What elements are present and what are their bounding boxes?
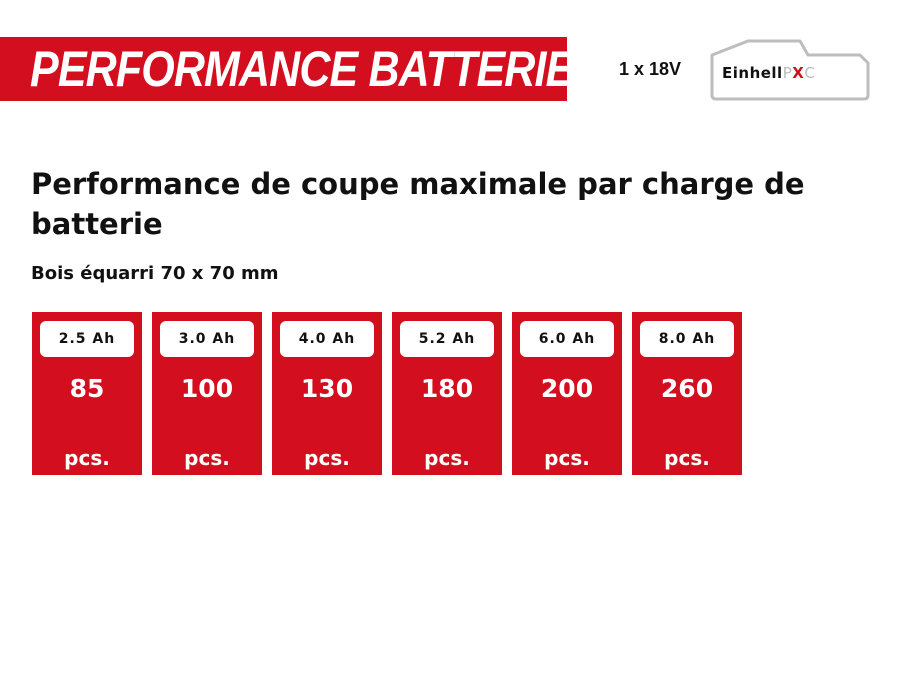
capacity-label: 5.2 Ah — [400, 321, 494, 357]
unit-label: pcs. — [184, 446, 230, 470]
unit-label: pcs. — [424, 446, 470, 470]
capacity-label: 4.0 Ah — [280, 321, 374, 357]
unit-label: pcs. — [64, 446, 110, 470]
cut-count: 130 — [300, 374, 354, 403]
cut-count: 200 — [540, 374, 594, 403]
cut-count: 180 — [420, 374, 474, 403]
cut-count: 260 — [660, 374, 714, 403]
unit-label: pcs. — [304, 446, 350, 470]
performance-card: 8.0 Ah 260 pcs. — [632, 312, 742, 475]
performance-card: 6.0 Ah 200 pcs. — [512, 312, 622, 475]
capacity-label: 8.0 Ah — [640, 321, 734, 357]
page-title: Performance de coupe maximale par charge… — [31, 167, 805, 241]
capacity-label: 2.5 Ah — [40, 321, 134, 357]
performance-card: 2.5 Ah 85 pcs. — [32, 312, 142, 475]
unit-label: pcs. — [664, 446, 710, 470]
title-banner: PERFORMANCE BATTERIE — [0, 37, 574, 101]
performance-card: 4.0 Ah 130 pcs. — [272, 312, 382, 475]
battery-spec: 1 x 18V — [619, 59, 682, 79]
performance-card: 5.2 Ah 180 pcs. — [392, 312, 502, 475]
page-subtitle: Bois équarri 70 x 70 mm — [31, 263, 279, 284]
einhell-pxc-logo: EinhellPXC — [722, 64, 816, 82]
cut-count: 85 — [69, 374, 105, 403]
banner-title: PERFORMANCE BATTERIE — [30, 41, 574, 97]
performance-card: 3.0 Ah 100 pcs. — [152, 312, 262, 475]
capacity-label: 6.0 Ah — [520, 321, 614, 357]
cut-count: 100 — [180, 374, 234, 403]
capacity-label: 3.0 Ah — [160, 321, 254, 357]
performance-cards: 2.5 Ah 85 pcs. 3.0 Ah 100 pcs. 4.0 Ah 13… — [32, 312, 742, 475]
battery-outline-icon — [710, 39, 870, 101]
unit-label: pcs. — [544, 446, 590, 470]
